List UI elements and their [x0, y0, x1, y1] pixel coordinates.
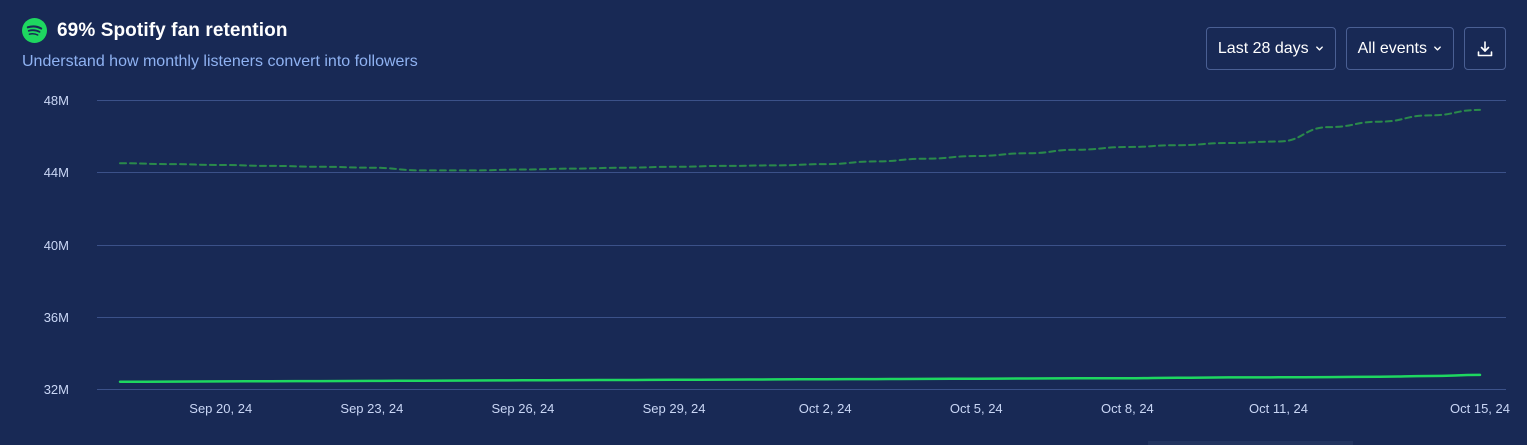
data-point[interactable]: [971, 151, 981, 161]
data-point[interactable]: [1173, 373, 1183, 383]
data-point[interactable]: [1223, 138, 1233, 148]
data-point[interactable]: [568, 375, 578, 385]
data-point[interactable]: [971, 374, 981, 384]
data-point[interactable]: [871, 156, 881, 166]
x-tick-label: Sep 20, 24: [189, 401, 252, 416]
data-point[interactable]: [619, 375, 629, 385]
data-point[interactable]: [1374, 117, 1384, 127]
data-point[interactable]: [417, 376, 427, 386]
x-tick-label: Oct 11, 24: [1249, 401, 1308, 416]
data-point[interactable]: [216, 376, 226, 386]
data-point[interactable]: [266, 161, 276, 171]
download-icon: [1477, 40, 1493, 56]
events-dropdown[interactable]: All events: [1345, 27, 1454, 70]
data-point[interactable]: [568, 164, 578, 174]
data-point[interactable]: [518, 165, 528, 175]
grid-lines: [97, 100, 1506, 390]
data-point[interactable]: [619, 163, 629, 173]
data-point[interactable]: [115, 158, 125, 168]
y-tick-label: 32M: [44, 382, 69, 397]
y-tick-label: 36M: [44, 310, 69, 325]
data-point[interactable]: [921, 374, 931, 384]
data-point[interactable]: [1122, 373, 1132, 383]
series-lines: [115, 105, 1485, 387]
x-tick-label: Sep 23, 24: [340, 401, 403, 416]
data-point[interactable]: [1022, 374, 1032, 384]
x-axis-ticks: Sep 20, 24 Sep 23, 24 Sep 26, 24 Sep 29, 24…: [189, 401, 1510, 416]
data-point[interactable]: [1324, 372, 1334, 382]
data-point[interactable]: [871, 374, 881, 384]
data-point[interactable]: [1274, 372, 1284, 382]
data-point[interactable]: [1475, 370, 1485, 380]
download-button[interactable]: [1464, 27, 1506, 70]
data-point[interactable]: [719, 375, 729, 385]
y-tick-label: 44M: [44, 165, 69, 180]
data-point[interactable]: [719, 161, 729, 171]
date-range-label: Last 28 days: [1217, 39, 1309, 57]
x-tick-label: Oct 2, 24: [799, 401, 852, 416]
data-point[interactable]: [367, 163, 377, 173]
data-point[interactable]: [317, 376, 327, 386]
data-point[interactable]: [468, 376, 478, 386]
data-point[interactable]: [1072, 145, 1082, 155]
y-tick-label: 48M: [44, 93, 69, 108]
data-point[interactable]: [770, 374, 780, 384]
data-point[interactable]: [1274, 137, 1284, 147]
data-point[interactable]: [1223, 372, 1233, 382]
data-point[interactable]: [1425, 110, 1435, 120]
data-point[interactable]: [1425, 371, 1435, 381]
chevron-down-icon: [1434, 46, 1441, 51]
y-tick-label: 40M: [44, 238, 69, 253]
data-point[interactable]: [1374, 372, 1384, 382]
data-point[interactable]: [468, 165, 478, 175]
data-point[interactable]: [165, 159, 175, 169]
title-row: 69% Spotify fan retention: [22, 18, 418, 43]
data-point[interactable]: [1072, 373, 1082, 383]
x-tick-label: Oct 8, 24: [1101, 401, 1154, 416]
data-point[interactable]: [1022, 148, 1032, 158]
scroll-strip: [1148, 441, 1353, 445]
events-label: All events: [1357, 39, 1427, 57]
data-point[interactable]: [820, 374, 830, 384]
data-point[interactable]: [518, 375, 528, 385]
data-point[interactable]: [115, 377, 125, 387]
series-line-dashed: [119, 108, 1481, 172]
widget-subtitle: Understand how monthly listeners convert…: [22, 53, 418, 70]
spotify-icon: [22, 18, 47, 43]
x-tick-label: Sep 26, 24: [492, 401, 555, 416]
x-tick-label: Oct 5, 24: [950, 401, 1003, 416]
x-tick-label: Sep 29, 24: [643, 401, 706, 416]
data-point[interactable]: [216, 160, 226, 170]
data-point[interactable]: [1173, 140, 1183, 150]
data-point[interactable]: [669, 375, 679, 385]
data-point[interactable]: [770, 160, 780, 170]
y-axis-ticks: 32M 36M 40M 44M 48M: [44, 93, 69, 397]
data-point[interactable]: [417, 165, 427, 175]
chevron-down-icon: [1315, 46, 1323, 51]
data-point[interactable]: [1122, 142, 1132, 152]
chart-controls: Last 28 days All events: [1205, 27, 1506, 70]
data-point[interactable]: [820, 159, 830, 169]
x-tick-label: Oct 15, 24: [1450, 401, 1510, 416]
data-point[interactable]: [921, 154, 931, 164]
widget-header: 69% Spotify fan retention Understand how…: [22, 18, 418, 71]
widget-title: 69% Spotify fan retention: [57, 19, 288, 41]
data-point[interactable]: [266, 376, 276, 386]
date-range-dropdown[interactable]: Last 28 days: [1205, 27, 1336, 70]
data-point[interactable]: [1475, 105, 1485, 115]
data-point[interactable]: [669, 162, 679, 172]
data-point[interactable]: [367, 376, 377, 386]
data-point[interactable]: [165, 377, 175, 387]
series-line-solid: [118, 373, 1482, 384]
data-point[interactable]: [1324, 122, 1334, 132]
data-point[interactable]: [317, 162, 327, 172]
